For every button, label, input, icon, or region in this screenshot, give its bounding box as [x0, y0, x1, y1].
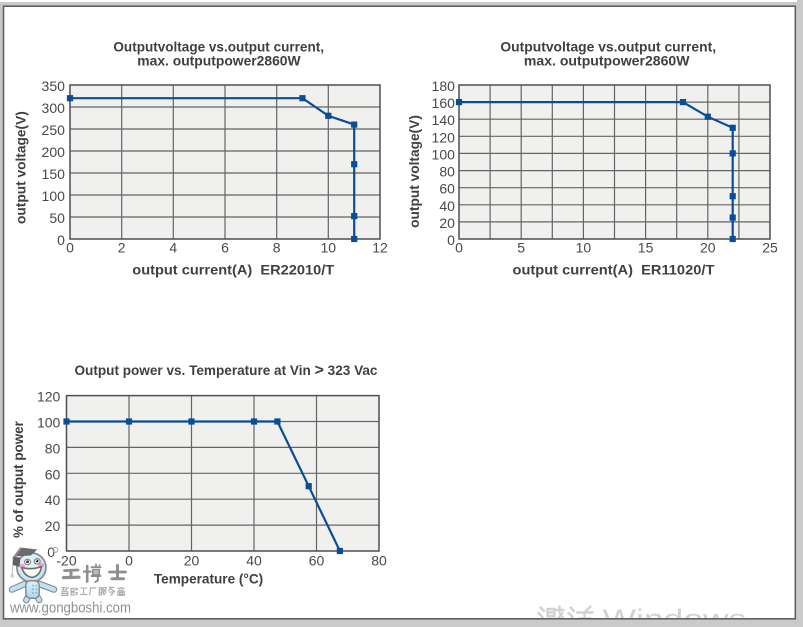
- svg-text:200: 200: [42, 144, 66, 160]
- svg-text:120: 120: [432, 129, 456, 145]
- svg-text:250: 250: [42, 122, 66, 138]
- svg-text:10: 10: [321, 240, 337, 256]
- svg-text:0: 0: [125, 553, 133, 569]
- svg-text:max. outputpower2860W: max. outputpower2860W: [137, 54, 301, 69]
- svg-text:180: 180: [432, 78, 456, 94]
- svg-text:output current(A) ER11020/T: output current(A) ER11020/T: [513, 262, 715, 278]
- svg-text:80: 80: [371, 553, 387, 569]
- svg-text:20: 20: [700, 240, 716, 256]
- svg-text:Temperature (°C): Temperature (°C): [154, 571, 263, 587]
- svg-text:40: 40: [45, 492, 61, 508]
- svg-text:15: 15: [638, 240, 654, 256]
- svg-text:0: 0: [57, 232, 65, 248]
- svg-text:20: 20: [439, 215, 455, 231]
- svg-text:12: 12: [372, 240, 388, 256]
- svg-text:60: 60: [45, 466, 61, 482]
- svg-text:Outputvoltage vs.output curren: Outputvoltage vs.output current,: [500, 39, 716, 54]
- svg-text:6: 6: [221, 240, 229, 256]
- svg-text:140: 140: [432, 112, 456, 128]
- svg-text:output current(A) ER22010/T: output current(A) ER22010/T: [132, 262, 334, 278]
- svg-text:60: 60: [309, 553, 325, 569]
- svg-text:Output power vs. Temperature a: Output power vs. Temperature at Vin > 32…: [75, 362, 378, 379]
- svg-text:output voltage(V): output voltage(V): [13, 111, 29, 224]
- svg-text:10: 10: [576, 240, 592, 256]
- svg-text:4: 4: [169, 240, 177, 256]
- svg-text:160: 160: [432, 95, 456, 111]
- svg-text:25: 25: [762, 240, 778, 256]
- svg-text:0: 0: [66, 240, 74, 256]
- svg-text:40: 40: [246, 553, 262, 569]
- svg-text:100: 100: [42, 188, 66, 204]
- svg-text:2: 2: [118, 240, 126, 256]
- svg-text:80: 80: [45, 440, 61, 456]
- svg-text:0: 0: [47, 544, 55, 560]
- svg-text:-20: -20: [56, 553, 76, 569]
- svg-text:Outputvoltage vs.output curren: Outputvoltage vs.output current,: [113, 39, 324, 54]
- svg-text:40: 40: [439, 198, 455, 214]
- svg-text:80: 80: [439, 164, 455, 180]
- svg-text:350: 350: [42, 78, 66, 94]
- svg-text:100: 100: [432, 146, 456, 162]
- svg-text:150: 150: [42, 166, 66, 182]
- svg-text:20: 20: [184, 553, 200, 569]
- svg-text:output voltage(V): output voltage(V): [406, 115, 422, 228]
- svg-text:60: 60: [439, 181, 455, 197]
- svg-text:0: 0: [447, 232, 455, 248]
- svg-text:8: 8: [273, 240, 281, 256]
- svg-text:120: 120: [37, 389, 61, 405]
- svg-text:20: 20: [45, 518, 61, 534]
- svg-text:% of output power: % of output power: [10, 421, 26, 538]
- svg-text:300: 300: [42, 100, 66, 116]
- svg-text:5: 5: [517, 240, 525, 256]
- svg-text:0: 0: [455, 240, 463, 256]
- svg-text:100: 100: [37, 415, 61, 431]
- svg-text:50: 50: [49, 210, 65, 226]
- svg-text:max. outputpower2860W: max. outputpower2860W: [524, 54, 690, 69]
- svg-text:www.gongboshi.com: www.gongboshi.com: [9, 600, 131, 617]
